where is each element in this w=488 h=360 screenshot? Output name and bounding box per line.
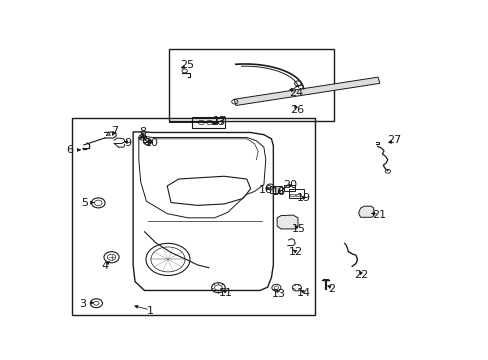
Bar [296,194,300,197]
Text: 2: 2 [328,284,335,293]
Text: 7: 7 [110,126,118,135]
Bar [289,194,294,197]
Text: 18: 18 [271,186,285,197]
Text: 3: 3 [79,299,85,309]
Text: 8: 8 [139,127,146,137]
Bar [270,186,282,193]
Text: 10: 10 [145,138,159,148]
Text: 27: 27 [386,135,401,145]
Text: 9: 9 [123,138,131,148]
Text: 21: 21 [372,210,386,220]
Polygon shape [277,215,297,229]
Text: 4: 4 [101,261,108,271]
Text: 13: 13 [271,289,285,299]
Text: 19: 19 [296,193,310,203]
Bar [169,49,333,121]
Bar [284,185,295,191]
Text: 22: 22 [354,270,368,280]
Text: 16: 16 [258,185,272,195]
Text: 23: 23 [211,117,225,127]
Text: 17: 17 [213,116,227,126]
Text: 6: 6 [66,145,74,155]
Text: 12: 12 [288,247,303,257]
Text: 26: 26 [289,105,303,115]
Bar [191,117,225,128]
Text: 20: 20 [283,180,297,190]
Text: 5: 5 [81,198,88,208]
Text: 14: 14 [296,288,310,298]
Text: 1: 1 [146,306,153,316]
Text: 15: 15 [291,224,305,234]
Bar [72,118,314,315]
Bar [288,189,303,198]
Text: 24: 24 [288,88,303,98]
Polygon shape [234,77,379,105]
Text: 25: 25 [180,60,194,70]
Text: 11: 11 [219,288,232,298]
Polygon shape [358,206,373,217]
